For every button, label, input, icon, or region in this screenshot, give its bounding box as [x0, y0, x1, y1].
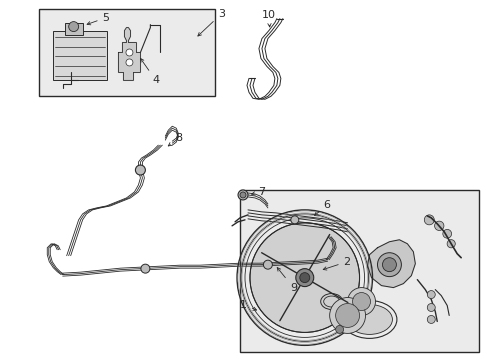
Text: 8: 8	[168, 133, 182, 146]
Circle shape	[347, 288, 375, 315]
Circle shape	[135, 165, 145, 175]
Text: 7: 7	[251, 187, 264, 197]
Circle shape	[141, 264, 149, 273]
Text: 5: 5	[87, 13, 109, 25]
Text: 3: 3	[198, 9, 224, 36]
Circle shape	[249, 223, 359, 332]
Circle shape	[295, 269, 313, 287]
Text: 4: 4	[140, 59, 159, 85]
Ellipse shape	[346, 305, 392, 334]
Circle shape	[335, 325, 343, 333]
Circle shape	[427, 291, 434, 298]
Ellipse shape	[323, 296, 339, 307]
Circle shape	[424, 215, 433, 225]
Circle shape	[263, 260, 272, 269]
Text: 10: 10	[262, 10, 275, 27]
Circle shape	[126, 49, 133, 56]
Circle shape	[377, 253, 401, 276]
Circle shape	[352, 293, 370, 310]
Text: 2: 2	[323, 257, 350, 270]
Circle shape	[68, 22, 79, 32]
Circle shape	[290, 216, 298, 224]
Circle shape	[299, 273, 309, 283]
Circle shape	[442, 229, 451, 238]
Circle shape	[329, 298, 365, 333]
Text: 6: 6	[314, 200, 330, 216]
Circle shape	[126, 59, 133, 66]
Circle shape	[427, 303, 434, 311]
Circle shape	[427, 315, 434, 323]
Circle shape	[382, 258, 396, 272]
Text: 1: 1	[240, 300, 256, 310]
Text: 9: 9	[277, 267, 296, 293]
Bar	[240, 190, 478, 352]
Bar	[39, 9, 215, 96]
Polygon shape	[367, 240, 414, 288]
Polygon shape	[118, 28, 140, 80]
Bar	[64, 23, 82, 35]
Bar	[53, 31, 106, 80]
Circle shape	[238, 190, 247, 200]
Circle shape	[335, 303, 359, 328]
Circle shape	[240, 192, 245, 198]
Circle shape	[434, 221, 443, 230]
Circle shape	[446, 240, 454, 248]
